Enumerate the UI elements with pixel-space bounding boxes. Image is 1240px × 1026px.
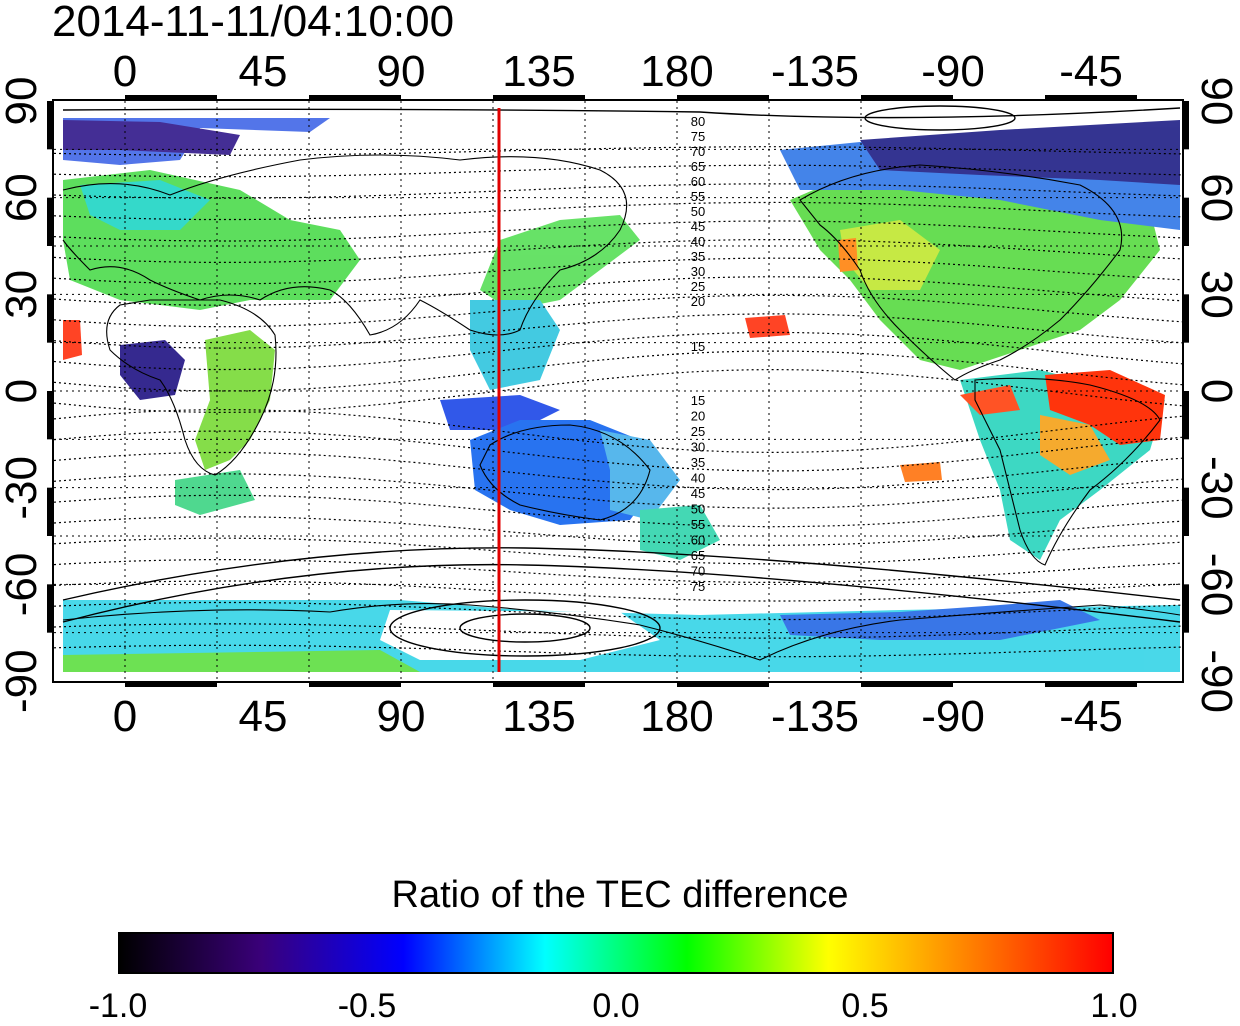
colorbar bbox=[118, 932, 1114, 974]
bottom-longitude-labels: 0 45 90 135 180 -135 -90 -45 bbox=[113, 692, 1123, 741]
north-contour-label: 25 bbox=[691, 279, 705, 294]
bottom-lon-label: 0 bbox=[113, 692, 137, 741]
top-lon-label: 90 bbox=[377, 47, 426, 96]
left-lat-label: 60 bbox=[0, 173, 46, 222]
north-contour-label: 35 bbox=[691, 249, 705, 264]
top-lon-label: -45 bbox=[1059, 47, 1123, 96]
right-lat-label: -90 bbox=[1192, 649, 1240, 713]
right-lat-label: -60 bbox=[1192, 553, 1240, 617]
south-contour-label: 50 bbox=[691, 502, 705, 517]
left-latitude-labels: 90 60 30 0 -30 -60 -90 bbox=[0, 77, 46, 713]
pacific-orange-1 bbox=[900, 462, 942, 482]
north-contour-label: 70 bbox=[691, 144, 705, 159]
colorbar-tick-label: 0.5 bbox=[841, 986, 888, 1026]
top-lon-label: 135 bbox=[502, 47, 575, 96]
right-lat-label: 30 bbox=[1192, 270, 1240, 319]
bottom-lon-label: -45 bbox=[1059, 692, 1123, 741]
west-africa-edge bbox=[63, 320, 82, 360]
north-contour-label: 45 bbox=[691, 219, 705, 234]
north-contour-label: 30 bbox=[691, 264, 705, 279]
top-lon-label: 45 bbox=[239, 47, 288, 96]
north-america-orange-edge bbox=[838, 238, 858, 272]
left-lat-label: -30 bbox=[0, 456, 46, 520]
south-contour-label: 20 bbox=[691, 409, 705, 424]
pacific-red-1 bbox=[745, 315, 790, 338]
south-contour-label: 45 bbox=[691, 486, 705, 501]
south-contour-label: 75 bbox=[691, 579, 705, 594]
top-lon-label: 180 bbox=[640, 47, 713, 96]
bottom-lon-label: 90 bbox=[377, 692, 426, 741]
south-contour-label: 40 bbox=[691, 471, 705, 486]
south-contour-label: 25 bbox=[691, 424, 705, 439]
colorbar-tick-label: -1.0 bbox=[89, 986, 148, 1026]
south-contour-label: 70 bbox=[691, 564, 705, 579]
north-contour-label: 65 bbox=[691, 159, 705, 174]
right-latitude-labels: 90 60 30 0 -30 -60 -90 bbox=[1192, 77, 1240, 713]
colorbar-tick-label: 0.0 bbox=[592, 986, 639, 1026]
bottom-lon-label: 135 bbox=[502, 692, 575, 741]
bottom-lon-label: -90 bbox=[921, 692, 985, 741]
south-contour-label: 60 bbox=[691, 533, 705, 548]
colorbar-title: Ratio of the TEC difference bbox=[0, 872, 1240, 918]
north-contour-label: 50 bbox=[691, 204, 705, 219]
colorbar-tick-label: -0.5 bbox=[338, 986, 397, 1026]
north-contour-label: 80 bbox=[691, 114, 705, 129]
south-contour-label: 35 bbox=[691, 455, 705, 470]
south-contour-label: 65 bbox=[691, 548, 705, 563]
left-lat-label: 30 bbox=[0, 270, 46, 319]
south-contour-label: 30 bbox=[691, 440, 705, 455]
north-contour-label: 75 bbox=[691, 129, 705, 144]
right-lat-label: 60 bbox=[1192, 173, 1240, 222]
bottom-lon-label: 45 bbox=[239, 692, 288, 741]
north-contour-label: 40 bbox=[691, 234, 705, 249]
north-contour-label: 20 bbox=[691, 294, 705, 309]
north-contour-label: 15 bbox=[691, 339, 705, 354]
right-lat-label: -30 bbox=[1192, 456, 1240, 520]
top-lon-label: 0 bbox=[113, 47, 137, 96]
north-contour-label: 55 bbox=[691, 189, 705, 204]
right-lat-label: 0 bbox=[1192, 379, 1240, 403]
left-lat-label: -90 bbox=[0, 649, 46, 713]
right-lat-label: 90 bbox=[1192, 77, 1240, 126]
left-lat-label: -60 bbox=[0, 553, 46, 617]
left-lat-label: 0 bbox=[0, 379, 46, 403]
bottom-lon-label: -135 bbox=[771, 692, 859, 741]
top-lon-label: -135 bbox=[771, 47, 859, 96]
bottom-lon-label: 180 bbox=[640, 692, 713, 741]
left-lat-label: 90 bbox=[0, 77, 46, 126]
south-contour-label: 15 bbox=[691, 393, 705, 408]
top-longitude-labels: 0 45 90 135 180 -135 -90 -45 bbox=[113, 47, 1123, 96]
south-contour-label: 55 bbox=[691, 517, 705, 532]
colorbar-tick-label: 1.0 bbox=[1090, 986, 1137, 1026]
north-contour-label: 60 bbox=[691, 174, 705, 189]
top-lon-label: -90 bbox=[921, 47, 985, 96]
